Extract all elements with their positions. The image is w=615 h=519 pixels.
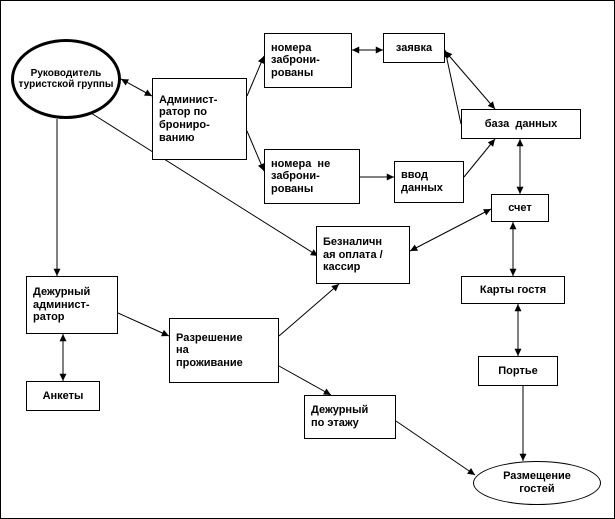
node-bill: счет — [491, 194, 549, 222]
node-forms: Анкеты — [26, 381, 100, 411]
node-cards: Карты гостя — [461, 276, 565, 304]
node-booked: номера заброни- рованы — [264, 33, 352, 88]
node-input: ввод данных — [394, 161, 464, 203]
node-notbooked: номера не заброни- рованы — [264, 149, 360, 204]
node-request: заявка — [383, 33, 445, 63]
diagram-canvas: Руководитель туристской группы Админист- … — [0, 0, 615, 519]
node-floor: Дежурный по этажу — [304, 395, 396, 439]
node-porter: Портье — [478, 356, 558, 386]
node-placement: Размещение гостей — [473, 461, 601, 505]
node-admin: Админист- ратор по брониро- ванию — [152, 78, 247, 160]
node-duty: Дежурный админист- ратор — [26, 276, 118, 334]
node-leader: Руководитель туристской группы — [11, 39, 121, 119]
node-db: база данных — [461, 109, 581, 139]
node-cashier: Безналичн ая оплата / кассир — [316, 226, 410, 284]
node-permit: Разрешение на проживание — [169, 318, 279, 383]
